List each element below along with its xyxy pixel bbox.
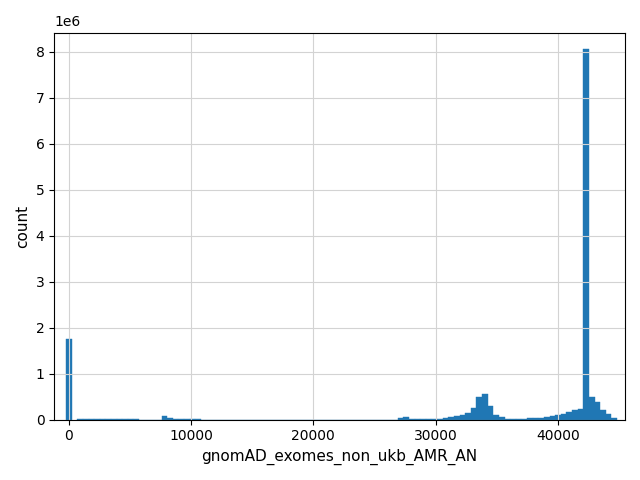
Bar	[527, 419, 532, 420]
Bar	[522, 419, 527, 420]
Bar	[460, 415, 465, 420]
Y-axis label: count: count	[15, 205, 30, 248]
Bar	[493, 415, 499, 420]
Bar	[550, 416, 556, 420]
Bar	[561, 414, 566, 420]
Bar	[504, 419, 510, 420]
Bar	[454, 416, 460, 420]
Bar	[477, 396, 482, 420]
Bar	[538, 418, 544, 420]
Bar	[516, 419, 522, 420]
Bar	[600, 410, 606, 420]
X-axis label: gnomAD_exomes_non_ukb_AMR_AN: gnomAD_exomes_non_ukb_AMR_AN	[202, 449, 477, 465]
Bar	[595, 402, 600, 420]
Bar	[488, 406, 493, 420]
Bar	[443, 418, 449, 420]
Bar	[167, 418, 173, 420]
Bar	[403, 417, 409, 420]
Bar	[583, 49, 589, 420]
Bar	[482, 394, 488, 420]
Bar	[611, 418, 617, 420]
Bar	[398, 418, 403, 420]
Bar	[66, 339, 72, 420]
Bar	[449, 417, 454, 420]
Bar	[572, 410, 578, 420]
Bar	[566, 412, 572, 420]
Bar	[606, 414, 611, 420]
Bar	[556, 415, 561, 420]
Bar	[437, 419, 443, 420]
Bar	[161, 416, 167, 420]
Bar	[471, 408, 477, 420]
Bar	[499, 417, 504, 420]
Bar	[544, 417, 550, 420]
Bar	[465, 413, 471, 420]
Bar	[510, 419, 516, 420]
Bar	[589, 396, 595, 420]
Bar	[409, 419, 415, 420]
Bar	[578, 409, 583, 420]
Bar	[532, 418, 538, 420]
Text: 1e6: 1e6	[54, 15, 81, 29]
